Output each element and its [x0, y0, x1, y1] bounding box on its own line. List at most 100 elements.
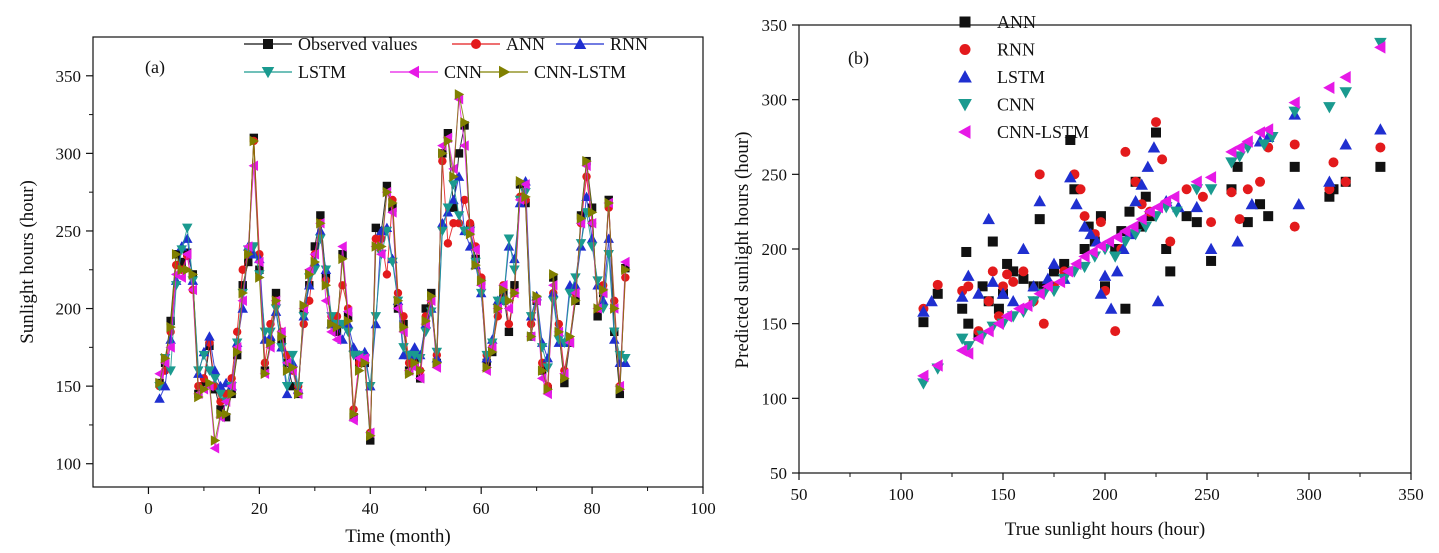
panel-b-ylabel: Predicted sunlight hours (hour) — [732, 132, 753, 369]
data-point-cnn-lstm — [615, 383, 626, 395]
data-point-lstm — [955, 290, 969, 302]
data-point-observed-values — [382, 181, 392, 191]
data-point-ann — [1136, 221, 1147, 232]
data-point-ann — [993, 303, 1004, 314]
data-point-cnn-lstm — [571, 295, 581, 307]
data-point-lstm — [1151, 295, 1165, 307]
data-point-lstm — [193, 366, 204, 376]
legend-label-lstm: LSTM — [997, 67, 1045, 87]
data-point-lstm — [620, 354, 631, 364]
data-point-cnn-lstm — [343, 315, 354, 327]
data-point-lstm — [564, 288, 576, 299]
data-point-ann — [932, 288, 943, 299]
panel-a-xtick-label: 100 — [690, 499, 716, 518]
data-point-observed-values — [399, 319, 408, 329]
data-point-rnn — [581, 191, 592, 202]
data-point-cnn — [498, 280, 508, 291]
data-point-ann — [382, 270, 392, 279]
data-point-cnn — [165, 342, 175, 353]
data-point-cnn-lstm — [1233, 141, 1245, 154]
legend-label-ann: ANN — [506, 34, 545, 54]
data-point-lstm — [453, 211, 465, 221]
data-point-observed-values — [443, 129, 453, 138]
legend-label-lstm: LSTM — [298, 62, 346, 82]
data-point-rnn — [1008, 276, 1019, 287]
data-point-cnn-lstm — [560, 373, 570, 384]
data-point-rnn — [248, 248, 260, 259]
data-point-lstm — [1204, 242, 1218, 254]
panel-a-xtick-label: 80 — [584, 499, 601, 518]
data-point-ann — [987, 236, 998, 247]
data-point-cnn-lstm — [576, 213, 587, 224]
data-point-cnn-lstm — [582, 155, 592, 167]
data-point-rnn — [315, 225, 326, 236]
data-point-lstm — [298, 312, 309, 322]
legend-label-cnn-lstm: CNN-LSTM — [534, 62, 626, 82]
data-point-cnn-lstm — [543, 383, 553, 395]
data-point-rnn — [570, 280, 581, 290]
data-point-lstm — [1041, 272, 1055, 284]
data-point-cnn-lstm — [249, 135, 260, 147]
data-point-cnn — [962, 341, 975, 353]
data-point-cnn — [1119, 236, 1132, 248]
data-point-cnn-lstm — [1143, 205, 1155, 218]
data-point-cnn-lstm — [510, 287, 520, 299]
data-point-cnn — [917, 378, 930, 390]
data-point-rnn — [1157, 154, 1168, 165]
data-point-lstm — [553, 335, 565, 345]
legend-marker-ann — [959, 16, 971, 28]
data-point-cnn — [1323, 102, 1336, 114]
data-point-observed-values — [454, 149, 464, 158]
panel-b-ytick-label: 150 — [762, 315, 788, 334]
data-point-lstm — [1047, 257, 1061, 269]
data-point-observed-values — [615, 389, 625, 399]
data-point-cnn-lstm — [366, 430, 376, 442]
data-point-ann — [1151, 127, 1161, 138]
legend-label-cnn-lstm: CNN-LSTM — [997, 122, 1089, 142]
data-point-lstm — [982, 212, 995, 225]
data-point-cnn-lstm — [587, 207, 598, 218]
data-point-lstm — [1245, 197, 1259, 210]
data-point-cnn-lstm — [1033, 287, 1045, 301]
data-point-rnn — [154, 393, 165, 403]
data-point-lstm — [1064, 171, 1077, 183]
panel-a-ytick-label: 300 — [56, 144, 82, 163]
data-point-cnn-lstm — [1339, 71, 1351, 84]
data-point-rnn — [983, 296, 994, 307]
data-point-cnn-lstm — [1288, 96, 1300, 109]
legend-marker-lstm — [261, 67, 275, 79]
data-point-rnn — [376, 225, 387, 236]
legend-label-cnn: CNN — [997, 95, 1035, 115]
data-point-cnn-lstm — [972, 332, 984, 345]
data-point-cnn-lstm — [982, 324, 994, 338]
data-point-cnn-lstm — [1159, 194, 1172, 208]
data-point-cnn-lstm — [282, 365, 293, 376]
panel-b-ytick-label: 250 — [762, 165, 788, 184]
data-point-cnn-lstm — [1261, 123, 1274, 136]
panel-b-ytick-label: 350 — [762, 16, 788, 35]
data-point-lstm — [198, 350, 210, 361]
data-point-cnn — [359, 352, 369, 364]
data-point-rnn — [1340, 176, 1351, 187]
data-point-cnn-lstm — [1062, 265, 1074, 278]
data-point-rnn — [1038, 318, 1049, 329]
data-point-rnn — [437, 217, 448, 228]
data-point-observed-values — [421, 304, 430, 313]
data-point-rnn — [1165, 236, 1176, 247]
data-point-lstm — [1231, 235, 1244, 247]
data-point-cnn-lstm — [610, 303, 620, 314]
data-point-cnn-lstm — [260, 368, 271, 379]
data-point-cnn-lstm — [917, 369, 929, 383]
data-point-lstm — [575, 239, 587, 249]
data-point-cnn-lstm — [288, 362, 298, 373]
data-point-observed-values — [338, 250, 347, 259]
data-point-lstm — [475, 288, 487, 299]
data-point-cnn-lstm — [992, 317, 1004, 330]
legend-label-rnn: RNN — [610, 34, 648, 54]
data-point-cnn — [431, 362, 442, 373]
data-point-rnn — [1110, 326, 1121, 337]
data-point-ann — [961, 246, 972, 257]
data-point-lstm — [487, 338, 498, 348]
data-point-cnn — [459, 140, 469, 151]
legend-label-rnn: RNN — [997, 40, 1035, 60]
